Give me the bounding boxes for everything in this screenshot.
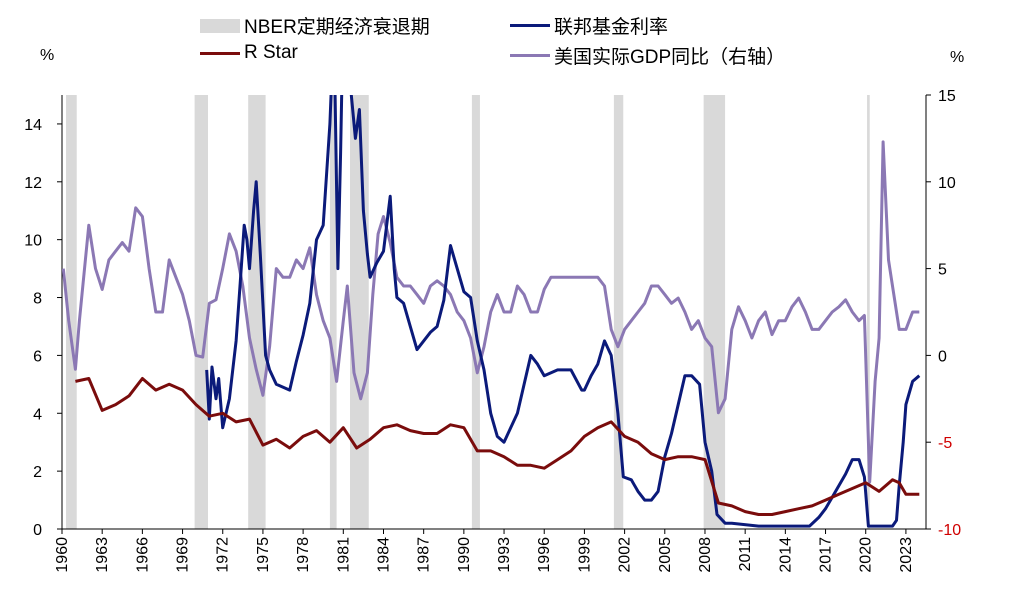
recession-band-8 (867, 95, 870, 529)
left-tick-label: 10 (24, 233, 42, 250)
left-tick-label: 12 (24, 175, 42, 192)
x-tick-label: 2023 (898, 537, 915, 573)
x-tick-label: 1999 (576, 537, 593, 573)
legend-fedfunds: 联邦基金利率 (510, 12, 668, 39)
series-line-fedfunds (205, 95, 921, 528)
left-axis-unit-label: % (40, 47, 54, 64)
right-axis-unit-label: % (950, 49, 964, 66)
left-tick-label: 6 (33, 348, 42, 365)
x-tick-label: 2020 (858, 537, 875, 573)
left-tick-label: 2 (33, 464, 42, 481)
x-tick-label: 1981 (335, 537, 352, 573)
left-tick-label: 14 (24, 117, 42, 134)
x-tick-label: 1990 (456, 537, 473, 573)
tick-labels: 0 2 4 6 8 10 12 14 -10 -5 0 5 10 15 1960 1963 1966 1969 19… (24, 88, 961, 573)
x-tick-label: 1996 (536, 537, 553, 573)
legend-rstar-swatch (200, 51, 240, 55)
legend-rstar: R Star (200, 42, 298, 64)
x-tick-label: 2005 (657, 537, 674, 573)
legend-recession-swatch (200, 18, 240, 33)
x-tick-label: 2002 (617, 537, 634, 573)
x-tick-label: 1978 (295, 537, 312, 573)
recession-band-5 (471, 95, 480, 529)
recession-band-2 (248, 95, 266, 529)
right-tick-label: 5 (938, 262, 947, 279)
right-tick-label: 15 (938, 88, 956, 105)
recession-band-0 (66, 95, 77, 529)
left-tick-label: 0 (33, 522, 42, 539)
x-tick-label: 1993 (496, 537, 513, 573)
axes (61, 95, 927, 530)
recession-band-4 (350, 95, 369, 529)
left-tick-label: 8 (33, 291, 42, 308)
legend-rstar-label: R Star (244, 42, 298, 63)
x-tick-label: 2011 (737, 537, 754, 572)
left-tick-label: 4 (33, 406, 42, 423)
x-tick-label: 1963 (94, 537, 111, 573)
x-tick-label: 2008 (697, 537, 714, 573)
right-tick-label: -5 (938, 435, 952, 452)
legend-gdp-swatch (510, 54, 550, 57)
x-tick-label: 1972 (215, 537, 232, 573)
x-tick-label: 1975 (255, 537, 272, 573)
x-tick-label: 2017 (818, 537, 835, 573)
right-tick-label: -10 (938, 522, 961, 539)
recession-band-3 (329, 95, 337, 529)
legend-gdp-label: 美国实际GDP同比（右轴） (554, 47, 786, 68)
legend-recession-label: NBER定期经济衰退期 (244, 17, 430, 38)
recession-band-1 (194, 95, 209, 529)
recession-band-7 (703, 95, 726, 529)
recession-band-6 (613, 95, 624, 529)
right-tick-label: 10 (938, 175, 956, 192)
series-line-gdp (62, 140, 920, 484)
legend-recession: NBER定期经济衰退期 (200, 12, 430, 39)
series-lines (62, 95, 921, 528)
legend-fedfunds-label: 联邦基金利率 (554, 17, 669, 38)
legend-gdp: 美国实际GDP同比（右轴） (510, 42, 785, 69)
x-tick-label: 1960 (54, 537, 71, 573)
x-tick-label: 2014 (777, 537, 794, 573)
legend-fedfunds-swatch (510, 24, 550, 27)
x-tick-label: 1966 (134, 537, 151, 573)
recession-bands (66, 95, 870, 529)
x-tick-label: 1987 (416, 537, 433, 573)
x-tick-label: 1969 (175, 537, 192, 573)
x-tick-label: 1984 (375, 537, 392, 573)
right-tick-label: 0 (938, 348, 947, 365)
series-line-rstar (75, 377, 920, 516)
